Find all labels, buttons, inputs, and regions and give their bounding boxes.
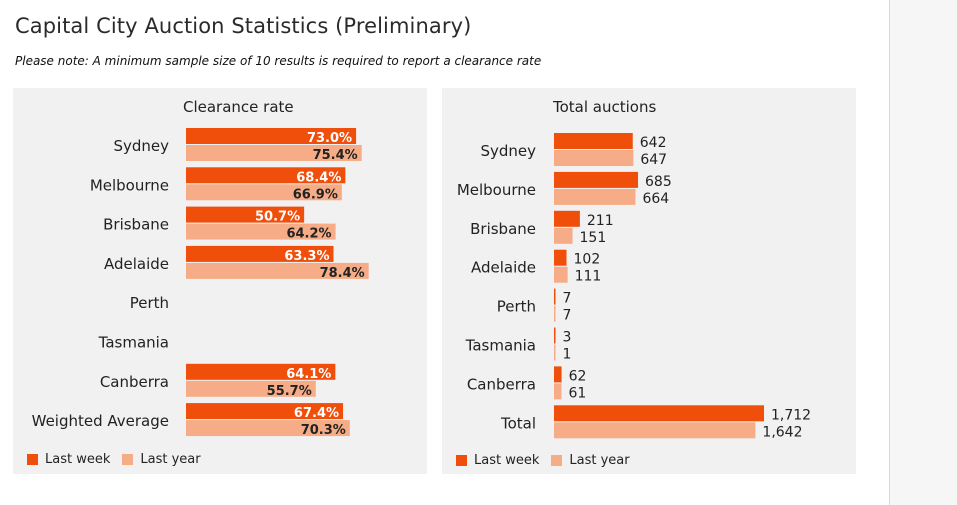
category-label-weighted-average: Weighted Average bbox=[32, 412, 169, 430]
bar-last-year-brisbane bbox=[186, 223, 336, 240]
bar-last-week-melbourne bbox=[554, 171, 639, 188]
bar-last-year-melbourne bbox=[554, 188, 636, 205]
data-label-last-week-melbourne: 68.4% bbox=[296, 170, 341, 185]
bar-last-week-melbourne bbox=[186, 167, 346, 184]
data-label-last-year-canberra: 61 bbox=[568, 385, 586, 401]
data-label-last-year-canberra: 55.7% bbox=[267, 384, 312, 399]
category-label-brisbane: Brisbane bbox=[470, 220, 536, 238]
data-label-last-week-brisbane: 50.7% bbox=[255, 210, 300, 225]
category-label-canberra: Canberra bbox=[467, 375, 536, 393]
data-label-last-year-total: 1,642 bbox=[762, 424, 802, 440]
legend-item-last-week: Last week bbox=[27, 452, 110, 467]
clearance-rate-panel: Clearance rate Sydney 73.0% 75.4% Melbourne… bbox=[13, 88, 427, 474]
bar-last-week-adelaide bbox=[554, 249, 567, 266]
bar-last-year-melbourne bbox=[186, 184, 342, 201]
data-label-last-week-melbourne: 685 bbox=[645, 174, 672, 190]
data-label-last-week-perth: 7 bbox=[563, 291, 572, 307]
category-label-brisbane: Brisbane bbox=[103, 216, 169, 234]
bar-last-week-adelaide bbox=[186, 245, 334, 262]
data-label-last-week-weighted-average: 67.4% bbox=[294, 406, 339, 421]
bar-last-year-perth bbox=[554, 305, 556, 322]
bar-last-week-canberra bbox=[554, 366, 562, 383]
category-label-melbourne: Melbourne bbox=[457, 181, 536, 199]
bar-last-week-tasmania bbox=[554, 327, 556, 344]
data-label-last-week-total: 1,712 bbox=[771, 407, 811, 423]
legend-label-last-week: Last week bbox=[474, 453, 540, 468]
category-label-adelaide: Adelaide bbox=[471, 259, 536, 277]
total-auctions-legend: Last week Last year bbox=[456, 453, 642, 468]
category-label-perth: Perth bbox=[130, 294, 169, 312]
category-label-sydney: Sydney bbox=[480, 142, 536, 160]
bar-last-year-canberra bbox=[554, 383, 562, 400]
data-label-last-year-adelaide: 111 bbox=[575, 269, 602, 285]
bar-last-year-brisbane bbox=[554, 227, 573, 244]
data-label-last-year-brisbane: 64.2% bbox=[286, 227, 331, 242]
data-label-last-year-brisbane: 151 bbox=[580, 230, 607, 246]
clearance-rate-chart: Sydney 73.0% 75.4% Melbourne 68.4% 66.9% Brisb… bbox=[32, 128, 369, 438]
data-label-last-week-tasmania: 3 bbox=[563, 330, 572, 346]
bar-last-week-perth bbox=[554, 288, 556, 305]
page-title: Capital City Auction Statistics (Prelimi… bbox=[15, 14, 472, 38]
category-label-tasmania: Tasmania bbox=[465, 337, 536, 355]
bar-last-year-adelaide bbox=[186, 262, 369, 279]
category-label-perth: Perth bbox=[497, 298, 536, 316]
data-label-last-year-melbourne: 664 bbox=[642, 191, 669, 207]
legend-label-last-year: Last year bbox=[569, 453, 630, 468]
legend-swatch-last-year bbox=[122, 454, 134, 465]
data-label-last-week-sydney: 642 bbox=[640, 135, 667, 151]
data-label-last-year-perth: 7 bbox=[563, 308, 572, 324]
category-label-total: Total bbox=[500, 414, 536, 432]
category-label-melbourne: Melbourne bbox=[90, 176, 169, 194]
data-label-last-year-melbourne: 66.9% bbox=[293, 187, 338, 202]
bar-last-week-brisbane bbox=[554, 210, 580, 227]
legend-item-last-year: Last year bbox=[122, 452, 201, 467]
bar-last-week-weighted-average bbox=[186, 403, 344, 420]
bar-last-year-sydney bbox=[186, 145, 362, 161]
clearance-rate-title: Clearance rate bbox=[183, 98, 294, 116]
bar-last-week-brisbane bbox=[186, 206, 305, 223]
clearance-rate-legend: Last week Last year bbox=[27, 452, 213, 467]
data-label-last-week-adelaide: 63.3% bbox=[284, 249, 329, 264]
legend-item-last-week: Last week bbox=[456, 453, 539, 468]
legend-label-last-week: Last week bbox=[45, 452, 111, 467]
category-label-sydney: Sydney bbox=[113, 137, 169, 155]
data-label-last-year-tasmania: 1 bbox=[563, 347, 572, 363]
bar-last-week-sydney bbox=[554, 133, 633, 149]
data-label-last-week-canberra: 64.1% bbox=[286, 367, 331, 382]
legend-label-last-year: Last year bbox=[140, 452, 201, 467]
data-label-last-year-sydney: 75.4% bbox=[313, 148, 358, 163]
legend-swatch-last-year bbox=[551, 455, 563, 466]
bar-last-year-canberra bbox=[186, 380, 316, 397]
total-auctions-panel: Total auctions Sydney 642 647 Melbourne 685 6… bbox=[442, 88, 856, 474]
legend-item-last-year: Last year bbox=[551, 453, 630, 468]
category-label-tasmania: Tasmania bbox=[98, 334, 169, 352]
bar-last-year-total bbox=[554, 422, 756, 439]
bar-last-week-canberra bbox=[186, 363, 336, 380]
data-label-last-year-sydney: 647 bbox=[640, 152, 667, 168]
right-sidebar bbox=[889, 0, 957, 505]
bar-last-week-total bbox=[554, 405, 764, 422]
data-label-last-week-adelaide: 102 bbox=[574, 252, 601, 268]
legend-swatch-last-week bbox=[27, 454, 38, 465]
data-label-last-week-canberra: 62 bbox=[569, 368, 587, 384]
category-label-canberra: Canberra bbox=[100, 373, 169, 391]
bar-last-year-tasmania bbox=[554, 344, 556, 361]
total-auctions-title: Total auctions bbox=[553, 98, 657, 116]
bar-last-week-sydney bbox=[186, 128, 357, 144]
data-label-last-week-sydney: 73.0% bbox=[307, 131, 352, 146]
data-label-last-week-brisbane: 211 bbox=[587, 213, 614, 229]
bar-last-year-adelaide bbox=[554, 266, 568, 283]
page-note: Please note: A minimum sample size of 10… bbox=[15, 54, 542, 68]
bar-last-year-sydney bbox=[554, 150, 634, 166]
bar-last-year-weighted-average bbox=[186, 420, 350, 437]
data-label-last-year-adelaide: 78.4% bbox=[320, 266, 365, 281]
data-label-last-year-weighted-average: 70.3% bbox=[301, 423, 346, 438]
category-label-adelaide: Adelaide bbox=[104, 255, 169, 273]
legend-swatch-last-week bbox=[456, 455, 467, 466]
